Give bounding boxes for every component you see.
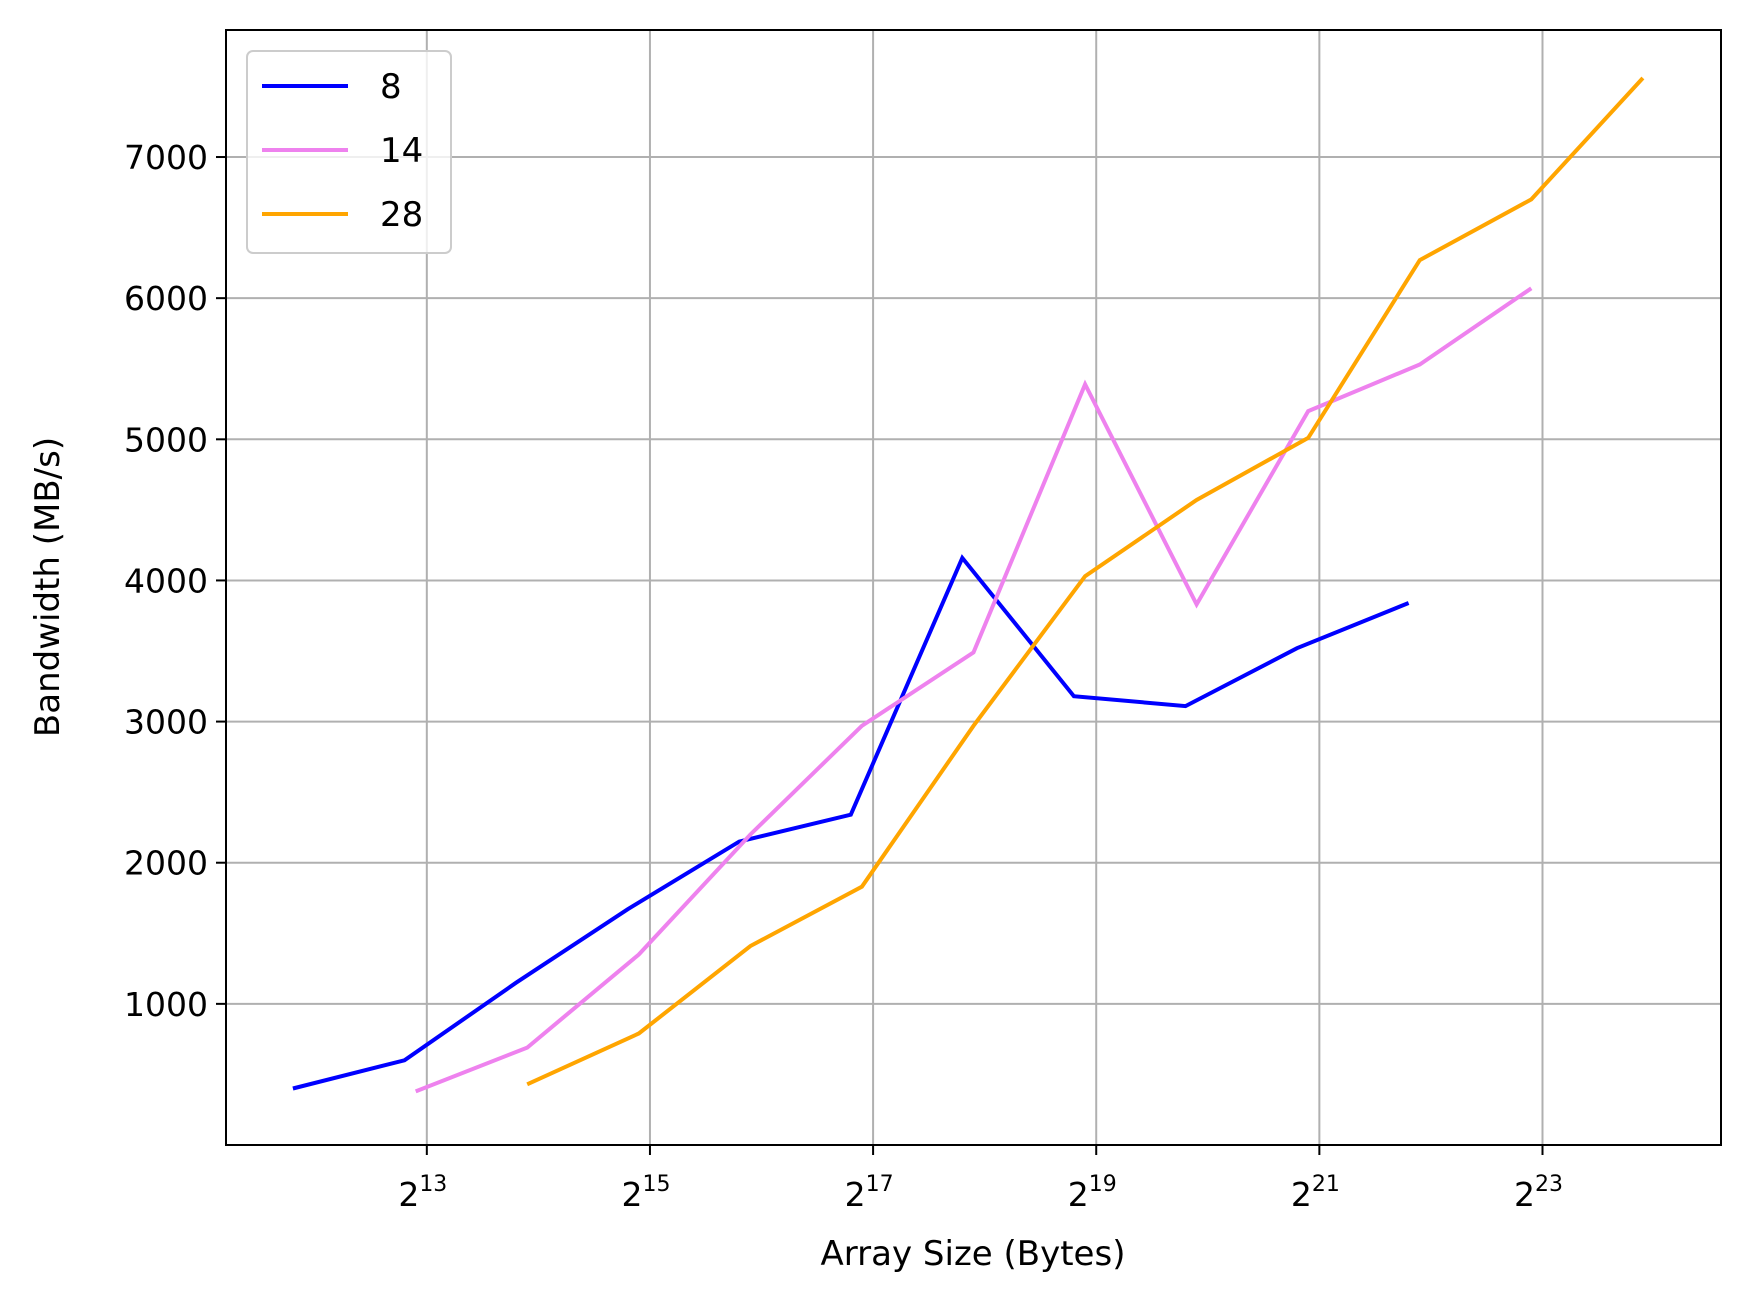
series-line-28 <box>526 76 1645 1087</box>
legend-label: 8 <box>380 67 402 107</box>
series-line-14 <box>414 286 1533 1094</box>
x-tick-label: 223 <box>1514 1172 1563 1214</box>
x-tick-label: 221 <box>1291 1172 1340 1214</box>
y-tick-label: 5000 <box>124 420 208 459</box>
y-tick-label: 3000 <box>124 703 208 742</box>
x-tick-label: 217 <box>845 1172 894 1214</box>
y-axis-label: Bandwidth (MB/s) <box>28 437 68 737</box>
x-tick-label: 219 <box>1068 1172 1117 1214</box>
x-tick-label: 215 <box>621 1172 670 1214</box>
legend-label: 28 <box>380 195 423 235</box>
legend: 8 14 28 <box>246 50 452 254</box>
y-tick-label: 7000 <box>124 138 208 177</box>
legend-label: 14 <box>380 131 423 171</box>
series-line-8 <box>292 554 1410 1091</box>
series-lines <box>292 76 1645 1094</box>
legend-box <box>246 50 452 254</box>
y-tick-label: 4000 <box>124 561 208 600</box>
y-tick-label: 1000 <box>124 985 208 1024</box>
x-axis-ticks: 213 215 217 219 221 223 <box>398 1145 1563 1214</box>
y-axis-ticks: 1000 2000 3000 4000 5000 6000 7000 <box>124 138 226 1024</box>
y-tick-label: 2000 <box>124 844 208 883</box>
x-tick-label: 213 <box>398 1172 447 1214</box>
y-tick-label: 6000 <box>124 279 208 318</box>
x-axis-label: Array Size (Bytes) <box>821 1234 1126 1274</box>
grid-lines <box>226 30 1721 1145</box>
plot-frame <box>225 29 1722 1146</box>
